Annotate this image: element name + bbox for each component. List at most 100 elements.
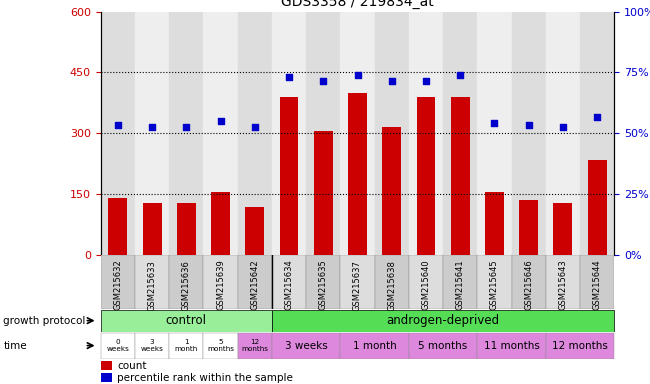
- Bar: [443, 255, 477, 309]
- Bar: [588, 160, 606, 255]
- Bar: [306, 255, 341, 309]
- Text: 12 months: 12 months: [552, 341, 608, 351]
- Text: GSM215636: GSM215636: [182, 260, 191, 311]
- Bar: [409, 255, 443, 309]
- Text: 11 months: 11 months: [484, 341, 540, 351]
- Text: count: count: [117, 361, 146, 371]
- Bar: [177, 202, 196, 255]
- Bar: [101, 333, 135, 359]
- Point: [558, 124, 568, 131]
- Bar: [203, 333, 238, 359]
- Bar: [341, 12, 374, 255]
- Bar: [546, 333, 614, 359]
- Bar: [101, 361, 112, 370]
- Bar: [203, 12, 238, 255]
- Text: GSM215633: GSM215633: [148, 260, 157, 311]
- Point: [215, 118, 226, 124]
- Bar: [238, 255, 272, 309]
- Bar: [169, 333, 203, 359]
- Bar: [477, 255, 512, 309]
- Bar: [348, 93, 367, 255]
- Text: GSM215642: GSM215642: [250, 260, 259, 310]
- Text: GSM215635: GSM215635: [318, 260, 328, 310]
- Text: GSM215639: GSM215639: [216, 260, 225, 310]
- Point: [318, 78, 328, 84]
- Bar: [374, 255, 409, 309]
- Bar: [443, 12, 477, 255]
- Point: [523, 122, 534, 128]
- Text: 12
months: 12 months: [241, 339, 268, 352]
- Bar: [135, 12, 169, 255]
- Text: 3
weeks: 3 weeks: [140, 339, 164, 352]
- Bar: [272, 255, 306, 309]
- Text: 1 month: 1 month: [353, 341, 396, 351]
- Bar: [101, 310, 272, 332]
- Bar: [238, 12, 272, 255]
- Bar: [485, 192, 504, 255]
- Text: GSM215638: GSM215638: [387, 260, 396, 311]
- Text: GSM215641: GSM215641: [456, 260, 465, 310]
- Bar: [101, 373, 112, 382]
- Bar: [280, 97, 298, 255]
- Bar: [238, 333, 272, 359]
- Bar: [417, 97, 436, 255]
- Text: percentile rank within the sample: percentile rank within the sample: [117, 373, 293, 383]
- Bar: [477, 333, 546, 359]
- Bar: [135, 333, 169, 359]
- Bar: [306, 12, 341, 255]
- Text: 1
month: 1 month: [175, 339, 198, 352]
- Bar: [546, 255, 580, 309]
- Text: GSM215632: GSM215632: [113, 260, 122, 310]
- Bar: [374, 12, 409, 255]
- Point: [181, 124, 192, 131]
- Bar: [101, 12, 135, 255]
- Bar: [409, 333, 477, 359]
- Title: GDS3358 / 219834_at: GDS3358 / 219834_at: [281, 0, 434, 9]
- Bar: [451, 97, 469, 255]
- Point: [284, 73, 294, 79]
- Bar: [546, 12, 580, 255]
- Bar: [101, 255, 135, 309]
- Bar: [512, 255, 546, 309]
- Text: 5 months: 5 months: [419, 341, 468, 351]
- Text: 5
months: 5 months: [207, 339, 234, 352]
- Bar: [477, 12, 512, 255]
- Bar: [512, 12, 546, 255]
- Text: androgen-deprived: androgen-deprived: [387, 314, 500, 327]
- Bar: [341, 333, 409, 359]
- Bar: [580, 255, 614, 309]
- Bar: [135, 255, 169, 309]
- Bar: [203, 255, 238, 309]
- Text: 3 weeks: 3 weeks: [285, 341, 328, 351]
- Bar: [169, 12, 203, 255]
- Bar: [341, 255, 374, 309]
- Point: [352, 71, 363, 78]
- Text: control: control: [166, 314, 207, 327]
- Bar: [272, 12, 306, 255]
- Bar: [409, 12, 443, 255]
- Text: GSM215646: GSM215646: [524, 260, 533, 310]
- Text: GSM215644: GSM215644: [593, 260, 602, 310]
- Bar: [211, 192, 230, 255]
- Point: [250, 124, 260, 131]
- Text: GSM215643: GSM215643: [558, 260, 567, 310]
- Point: [455, 71, 465, 78]
- Bar: [109, 199, 127, 255]
- Text: GSM215637: GSM215637: [353, 260, 362, 311]
- Text: GSM215640: GSM215640: [421, 260, 430, 310]
- Bar: [272, 333, 341, 359]
- Point: [489, 120, 500, 126]
- Point: [112, 122, 123, 128]
- Text: time: time: [3, 341, 27, 351]
- Text: GSM215634: GSM215634: [285, 260, 294, 310]
- Bar: [382, 127, 401, 255]
- Text: GSM215645: GSM215645: [490, 260, 499, 310]
- Bar: [272, 310, 614, 332]
- Point: [421, 78, 431, 84]
- Bar: [580, 12, 614, 255]
- Bar: [314, 131, 333, 255]
- Bar: [169, 255, 203, 309]
- Point: [147, 124, 157, 131]
- Text: 0
weeks: 0 weeks: [107, 339, 129, 352]
- Bar: [519, 200, 538, 255]
